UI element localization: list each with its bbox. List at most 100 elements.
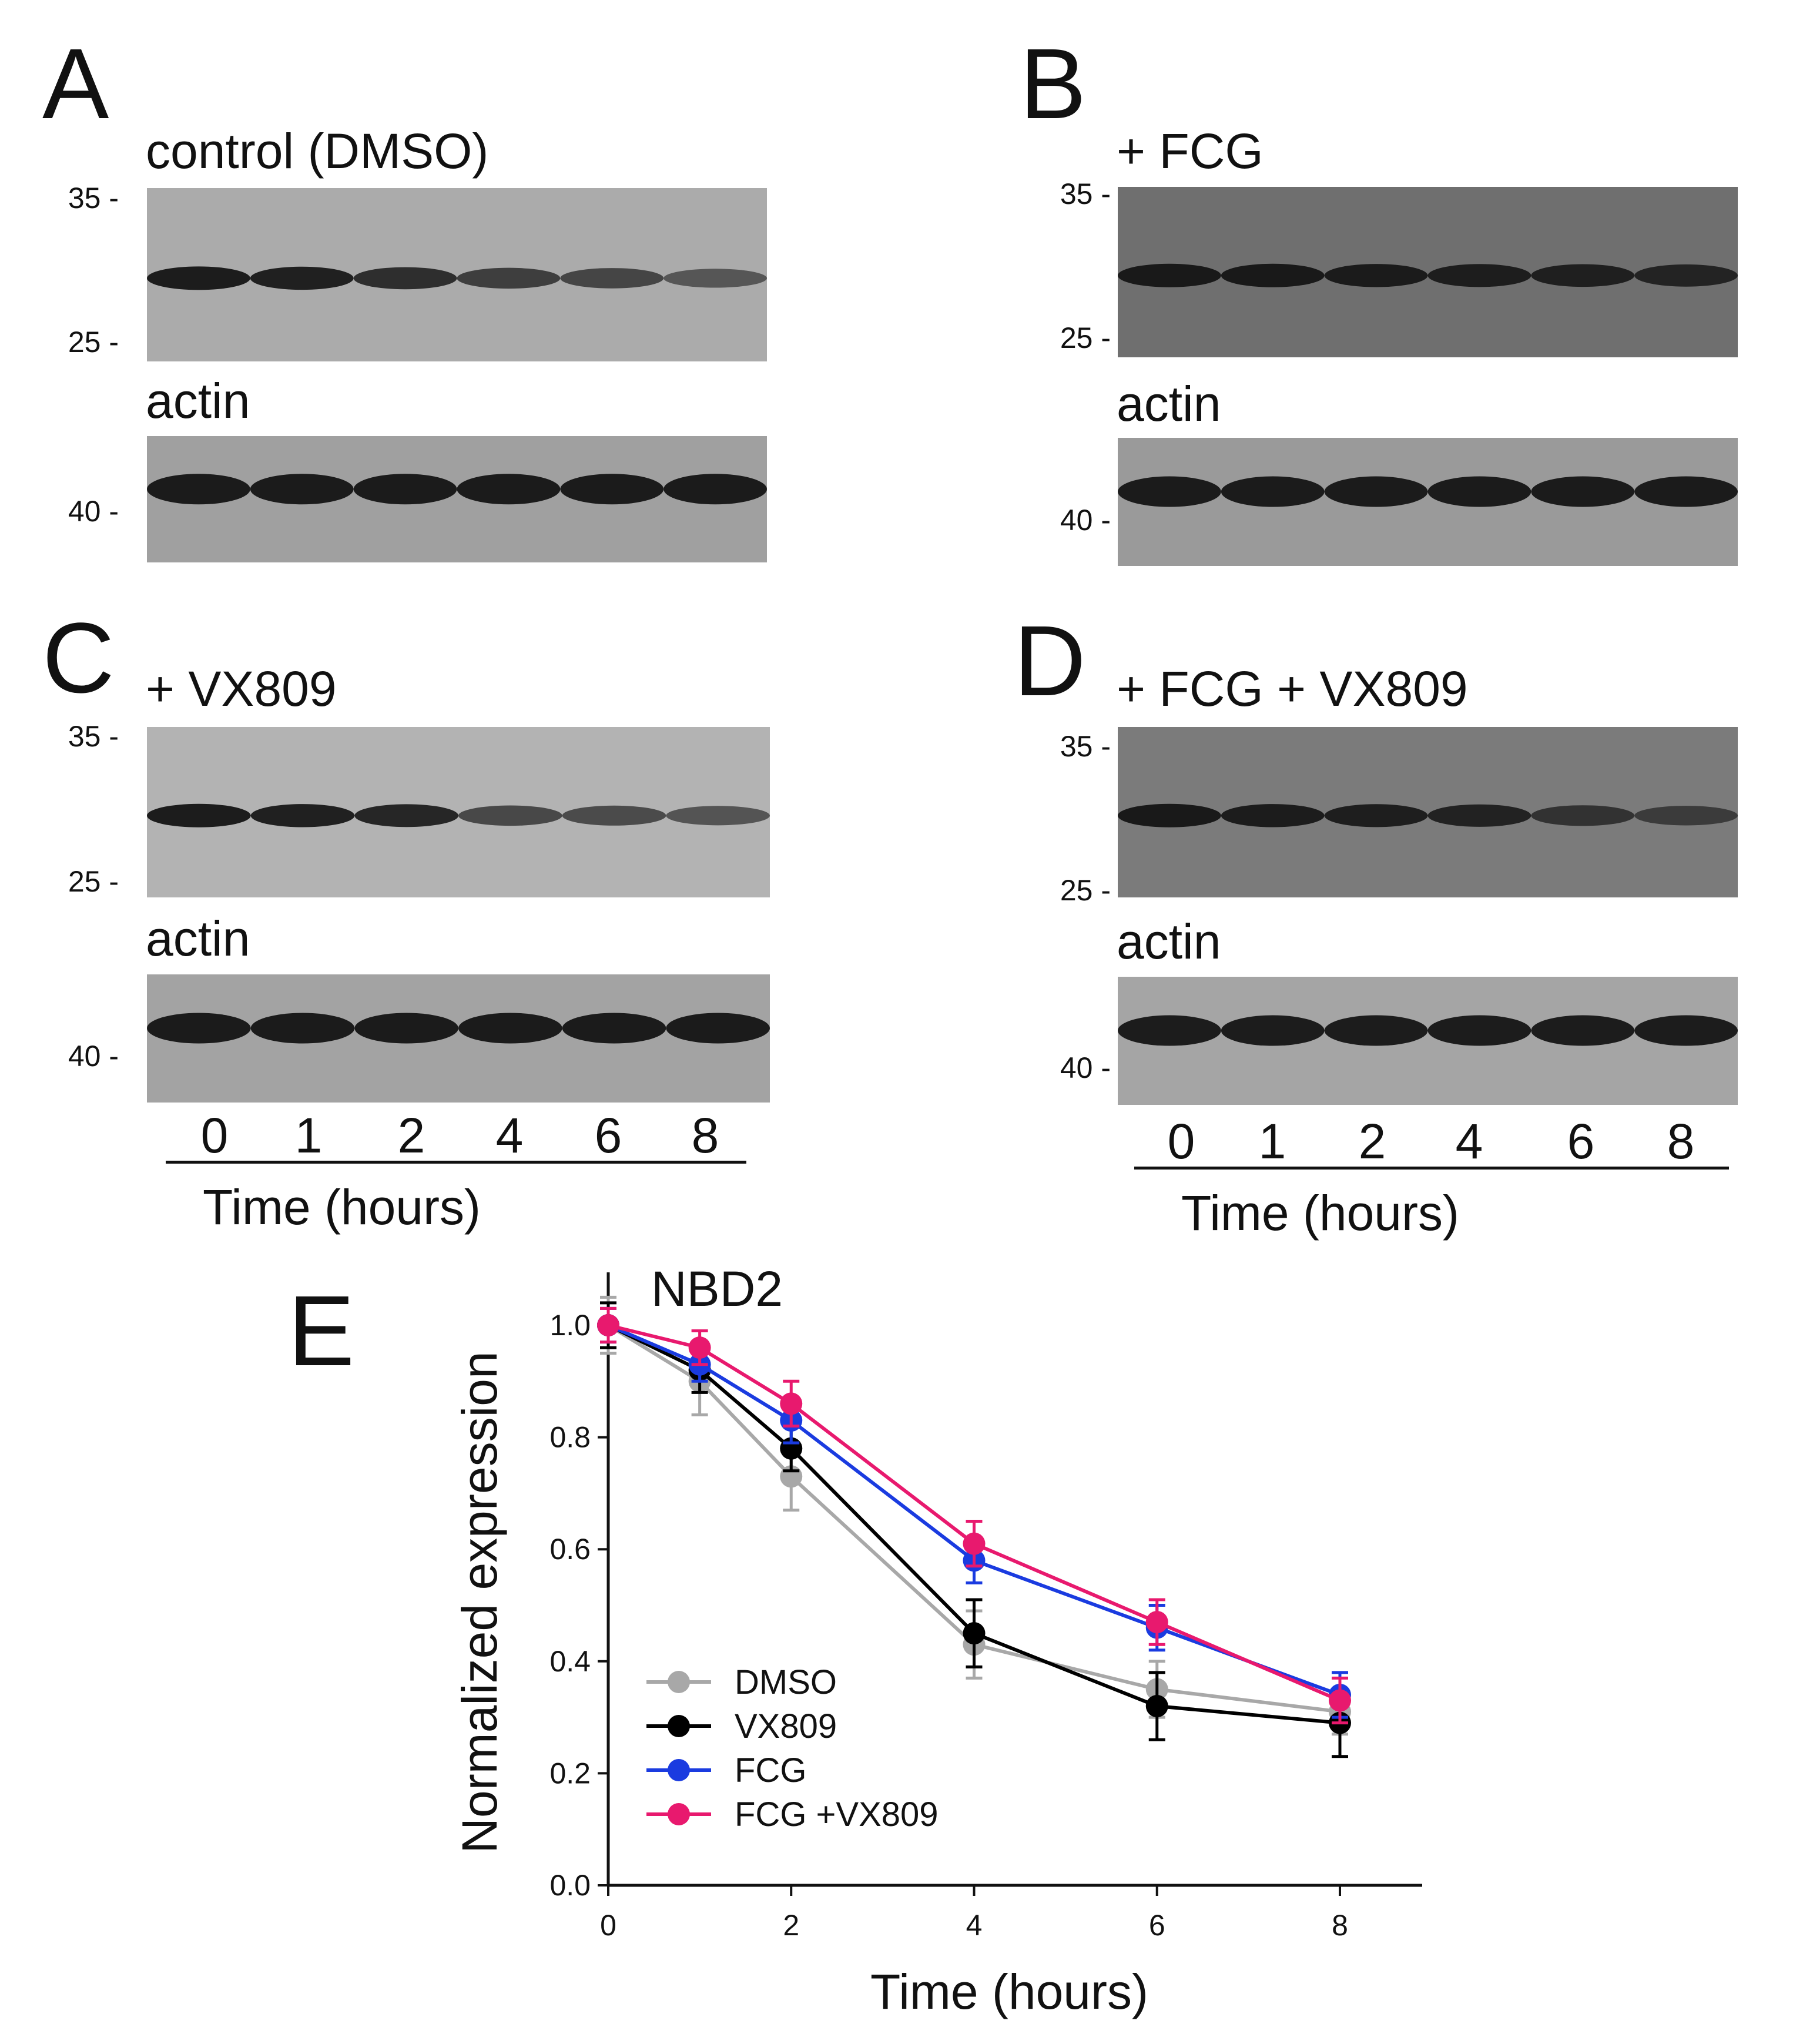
blot-nbd2-a	[147, 188, 767, 361]
blot-nbd2-c	[147, 727, 770, 897]
mw-marker-40: 40 -	[1060, 504, 1111, 537]
blot-band	[1118, 263, 1221, 287]
panel-d-title: + FCG + VX809	[1117, 661, 1468, 716]
legend-label: FCG +VX809	[735, 1795, 939, 1834]
data-point	[688, 1336, 711, 1359]
lane-label: 0	[200, 1108, 229, 1163]
blot-band	[458, 1013, 562, 1044]
blot-band	[1118, 803, 1221, 827]
blot-nbd2-b	[1118, 187, 1738, 357]
blot-band	[458, 805, 562, 826]
lane-label: 2	[397, 1108, 425, 1163]
blot-band	[1118, 1015, 1221, 1046]
x-tick-label: 0	[600, 1909, 616, 1942]
blot-band	[147, 266, 250, 290]
blot-band	[562, 1013, 666, 1044]
y-tick-label: 0.4	[549, 1645, 591, 1678]
time-axis-line	[166, 1161, 746, 1164]
chart-title: NBD2	[651, 1261, 783, 1316]
mw-marker-35: 35 -	[1060, 177, 1111, 210]
data-point	[963, 1622, 986, 1645]
panel-letter-b: B	[1020, 28, 1087, 140]
actin-label-a: actin	[146, 373, 250, 428]
blot-band	[1324, 804, 1428, 827]
blot-band	[1324, 476, 1428, 507]
panel-c-title: + VX809	[146, 661, 337, 716]
blot-band	[1427, 476, 1531, 507]
blot-band	[353, 267, 457, 290]
blot-band	[1634, 476, 1738, 507]
blot-band	[1118, 476, 1221, 507]
series-line	[607, 1323, 1341, 1697]
panel-letter-e: E	[288, 1275, 355, 1387]
blot-band	[250, 266, 354, 290]
blot-actin-c	[147, 974, 770, 1103]
data-point	[597, 1314, 619, 1336]
actin-label-b: actin	[1117, 376, 1221, 431]
blot-band	[663, 269, 767, 288]
blot-band	[663, 474, 767, 505]
series-line	[607, 1323, 1340, 1725]
y-tick-label: 0.6	[549, 1533, 591, 1566]
blot-actin-b	[1118, 438, 1738, 566]
panel-letter-d: D	[1014, 605, 1086, 717]
time-axis-label: Time (hours)	[1181, 1185, 1459, 1241]
blot-band	[1427, 1015, 1531, 1046]
blot-band	[560, 474, 664, 505]
time-axis-label: Time (hours)	[203, 1180, 481, 1235]
x-tick-label: 2	[783, 1909, 799, 1942]
legend-marker	[668, 1671, 690, 1693]
data-point	[1145, 1611, 1168, 1634]
blot-band	[250, 474, 354, 505]
blot-band	[457, 474, 561, 505]
blot-band	[1531, 1015, 1635, 1046]
blot-band	[562, 805, 666, 826]
blot-band	[560, 268, 664, 289]
series-fcg-vx809	[597, 1306, 1351, 1725]
blot-band	[353, 474, 457, 505]
blot-band	[1531, 476, 1635, 507]
actin-label-d: actin	[1117, 914, 1221, 969]
blot-band	[666, 1013, 770, 1044]
blot-band	[147, 1013, 251, 1044]
blot-band	[1634, 806, 1738, 826]
panel-b-title: + FCG	[1117, 123, 1264, 179]
lane-label: 6	[1567, 1114, 1595, 1169]
blot-band	[1324, 1015, 1428, 1046]
lane-label: 0	[1167, 1114, 1195, 1169]
blot-band	[147, 803, 251, 827]
y-tick-label: 0.0	[549, 1869, 591, 1902]
mw-marker-25: 25 -	[1060, 321, 1111, 354]
panel-a-title: control (DMSO)	[146, 123, 489, 179]
blot-band	[1531, 264, 1635, 287]
blot-band	[1634, 264, 1738, 287]
mw-marker-35: 35 -	[68, 182, 119, 215]
mw-marker-35: 35 -	[68, 720, 119, 753]
blot-band	[1427, 264, 1531, 287]
lane-label: 1	[1258, 1114, 1286, 1169]
mw-marker-25: 25 -	[68, 326, 119, 358]
blot-band	[1324, 264, 1428, 287]
y-tick-label: 0.2	[549, 1757, 591, 1790]
blot-band	[250, 804, 355, 827]
legend-marker	[668, 1715, 690, 1737]
blot-band	[147, 474, 250, 505]
data-point	[1329, 1689, 1351, 1712]
y-tick-label: 0.8	[549, 1421, 591, 1454]
blot-actin-d	[1118, 977, 1738, 1105]
blot-band	[250, 1013, 355, 1044]
mw-marker-40: 40 -	[1060, 1051, 1111, 1084]
blot-band	[1427, 804, 1531, 827]
blot-band	[354, 804, 458, 827]
time-axis-line	[1134, 1167, 1729, 1170]
y-tick-label: 1.0	[549, 1309, 591, 1342]
blot-band	[1221, 804, 1325, 827]
blot-band	[1221, 1015, 1325, 1046]
lane-label: 8	[1667, 1114, 1695, 1169]
series-line	[607, 1323, 1340, 1714]
panel-letter-a: A	[42, 28, 109, 140]
data-point	[963, 1532, 986, 1555]
data-point	[780, 1392, 803, 1415]
x-tick-label: 8	[1332, 1909, 1348, 1942]
